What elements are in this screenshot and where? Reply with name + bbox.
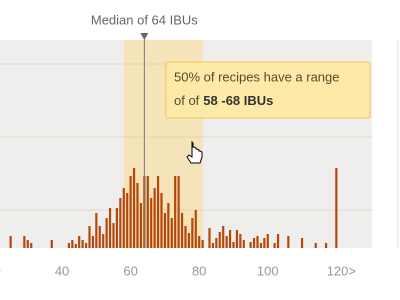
bar — [191, 218, 194, 248]
x-tick-label: 40 — [55, 263, 69, 278]
bar — [287, 236, 290, 248]
cursor — [186, 140, 203, 164]
bar — [74, 244, 77, 248]
tooltip-line: 50% of recipes have a range — [174, 69, 340, 84]
bar — [228, 230, 232, 248]
x-tick-label: 100 — [257, 263, 279, 278]
bar — [198, 236, 201, 248]
bar — [156, 176, 160, 248]
bar — [211, 243, 215, 248]
bar — [146, 176, 149, 248]
median-marker — [140, 33, 149, 40]
bar — [208, 228, 211, 248]
bar — [136, 183, 139, 248]
bar — [170, 218, 173, 248]
bar — [105, 218, 108, 248]
x-tick-label: 20 — [0, 263, 1, 278]
bar — [263, 238, 266, 248]
bar — [30, 243, 33, 248]
bar — [95, 213, 98, 248]
bar — [242, 240, 245, 248]
bar — [50, 240, 53, 248]
median-label: Median of 64 IBUs — [91, 12, 198, 27]
bar — [174, 176, 177, 248]
bar — [187, 233, 191, 248]
x-tick-label: 80 — [192, 263, 206, 278]
bar — [119, 198, 122, 248]
bar — [324, 243, 328, 248]
bar — [201, 240, 204, 248]
bar — [112, 223, 115, 248]
bar — [222, 226, 225, 248]
bar — [177, 176, 180, 248]
bar — [239, 234, 242, 248]
bar — [132, 168, 136, 248]
bar — [314, 243, 317, 248]
tooltip-line: of of 58 -68 IBUs — [174, 93, 273, 108]
bar — [252, 238, 256, 248]
bar — [102, 234, 105, 248]
bar — [23, 236, 26, 248]
bar — [126, 193, 129, 248]
bar — [167, 203, 170, 248]
bar — [235, 230, 239, 248]
bar — [225, 236, 228, 248]
bar — [91, 236, 95, 248]
bar — [26, 240, 29, 248]
bar — [9, 236, 12, 248]
bar — [180, 213, 184, 248]
tooltip-value: 58 -68 IBUs — [203, 93, 273, 108]
bar — [139, 203, 143, 248]
bar — [276, 234, 280, 248]
x-tick-label: 60 — [123, 263, 137, 278]
bar — [184, 226, 187, 248]
bar — [218, 232, 221, 248]
bar — [160, 193, 163, 248]
bar — [232, 242, 235, 248]
x-tick-label: 120> — [327, 263, 356, 278]
bar — [335, 168, 338, 248]
bar — [163, 213, 167, 248]
bar — [300, 238, 304, 248]
bar — [98, 226, 101, 248]
bar — [215, 238, 218, 248]
bar — [108, 208, 112, 248]
tooltip-box — [165, 61, 371, 119]
bar — [78, 236, 81, 248]
bar — [81, 240, 84, 248]
bar — [273, 243, 276, 248]
bar — [249, 242, 252, 248]
bar — [259, 243, 263, 248]
bar — [150, 198, 153, 248]
bar — [266, 234, 269, 248]
tooltip-text: of of — [174, 93, 200, 108]
bar — [153, 188, 156, 248]
bar — [194, 210, 197, 248]
bar — [71, 240, 74, 248]
bar — [67, 243, 71, 248]
bar — [84, 243, 88, 248]
bar — [88, 226, 91, 248]
bar — [129, 176, 132, 248]
bar — [256, 236, 259, 248]
bar — [122, 188, 125, 248]
bar — [115, 208, 119, 248]
